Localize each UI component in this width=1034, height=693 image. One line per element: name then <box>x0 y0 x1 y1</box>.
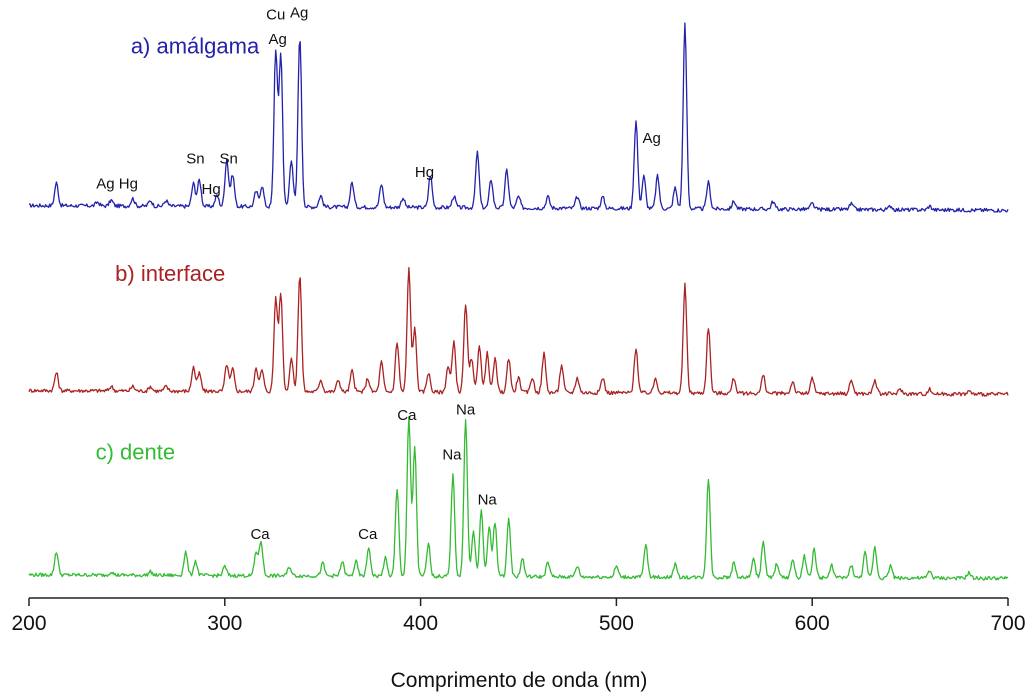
x-tick-label: 400 <box>403 612 438 635</box>
x-axis-title: Comprimento de onda (nm) <box>391 669 648 692</box>
peak-label: Ag <box>290 4 308 21</box>
peak-label: Na <box>442 447 462 464</box>
peak-label: Hg <box>202 181 221 198</box>
peak-label: Na <box>456 402 476 419</box>
peak-label: Sn <box>186 151 204 168</box>
series-line-3 <box>28 416 1009 581</box>
peak-label: Ca <box>397 407 417 424</box>
peak-label: Ag <box>268 31 286 48</box>
x-tick-label: 500 <box>599 612 634 635</box>
x-tick-label: 600 <box>795 612 830 635</box>
peak-label: Ag Hg <box>96 175 138 192</box>
peak-label: Na <box>478 492 498 509</box>
series-line-2 <box>28 266 1009 397</box>
series-layer <box>28 22 1009 581</box>
x-tick-label: 300 <box>207 612 242 635</box>
series-line-1 <box>28 22 1009 213</box>
peak-label: Ag <box>642 130 660 147</box>
peak-label: Sn <box>220 151 238 168</box>
series-label-2: b) interface <box>115 261 225 286</box>
peak-label: Ca <box>250 526 270 543</box>
x-tick-label: 200 <box>11 612 46 635</box>
peak-label: Ca <box>358 526 378 543</box>
peak-label: Hg <box>415 164 434 181</box>
series-label-1: a) amálgama <box>131 34 260 59</box>
series-label-3: c) dente <box>96 440 175 465</box>
x-tick-label: 700 <box>990 612 1025 635</box>
peak-label: Cu <box>266 6 285 23</box>
x-axis-ticks: 200 300 400 500 600 700 <box>11 598 1026 635</box>
